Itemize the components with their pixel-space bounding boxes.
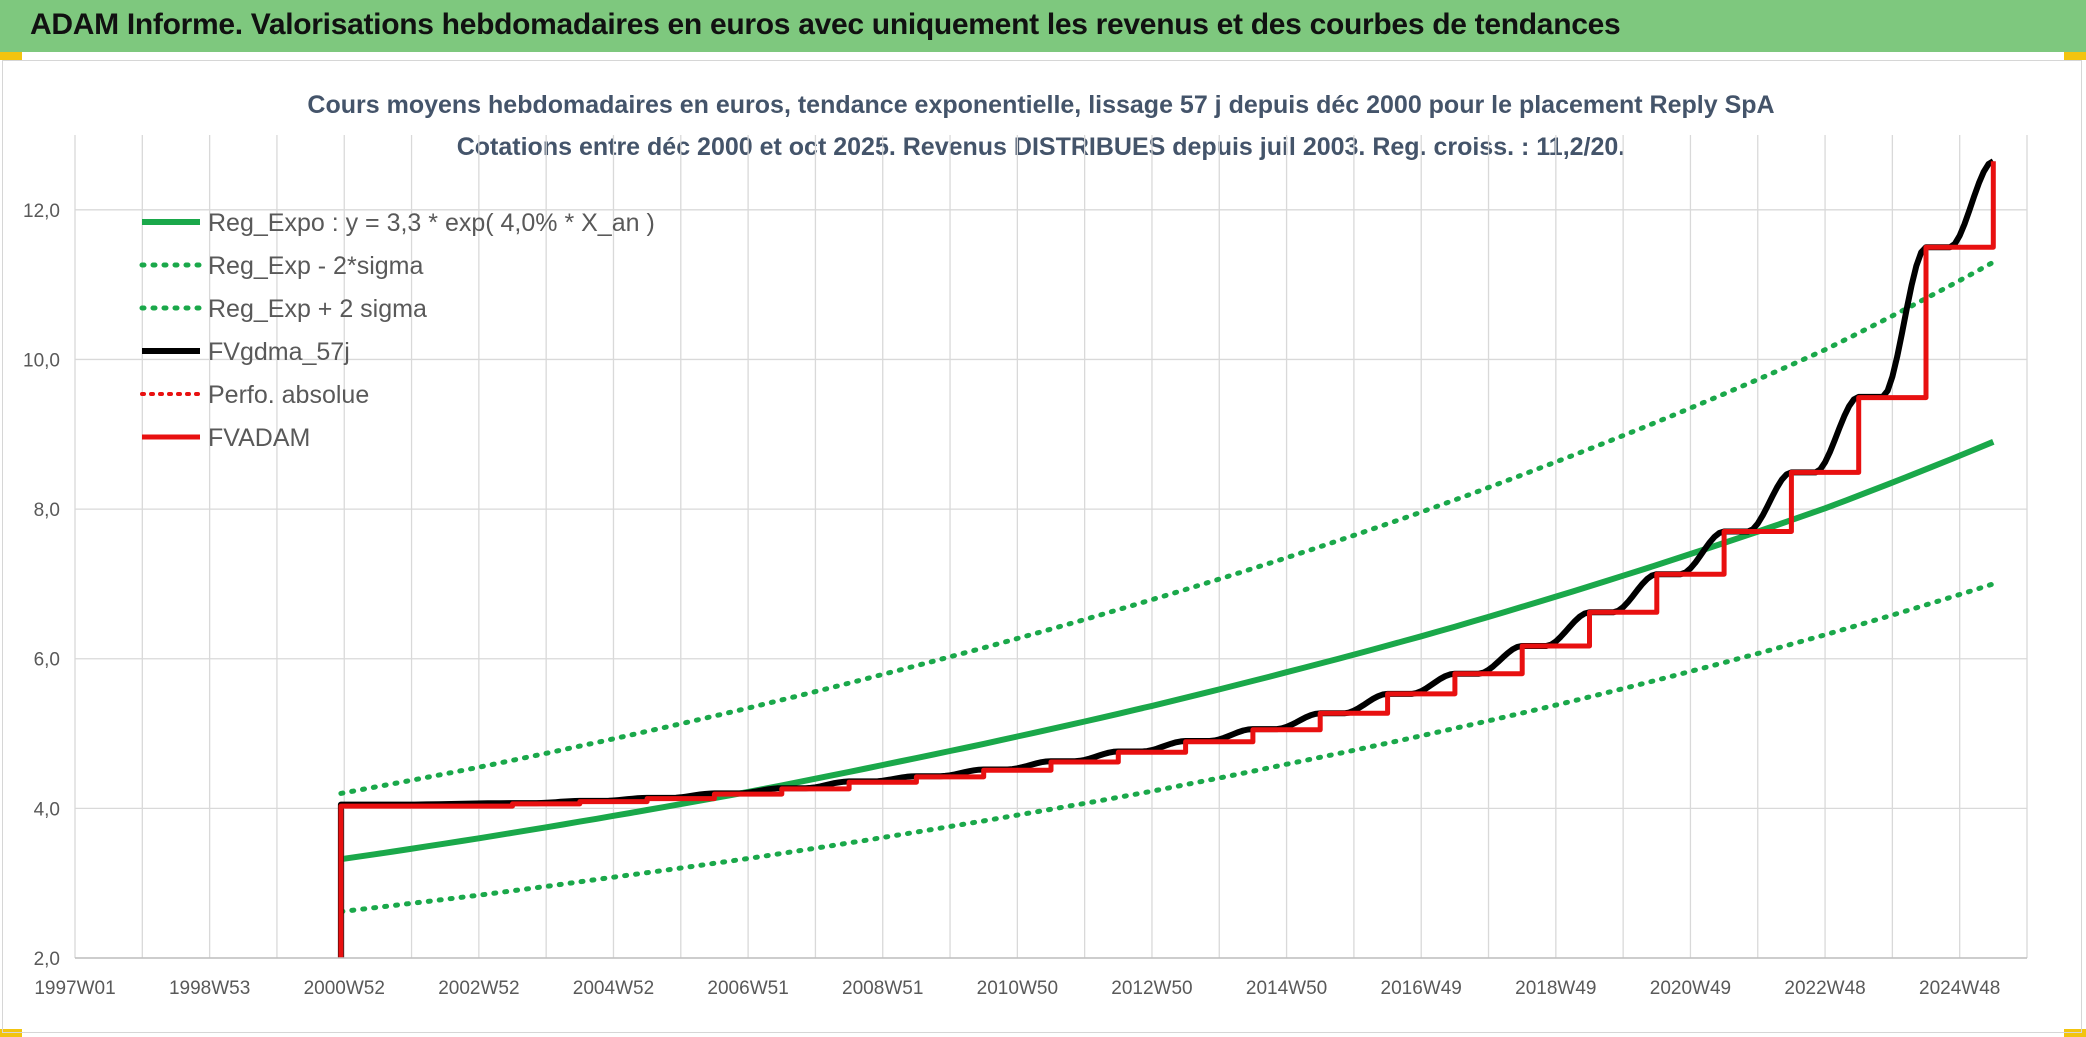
x-tick-label: 1998W53 (169, 978, 250, 999)
chart-frame (2, 60, 2082, 1033)
legend-label: Reg_Expo : y = 3,3 * exp( 4,0% * X_an ) (208, 209, 655, 237)
legend-label: Reg_Exp - 2*sigma (208, 252, 423, 280)
legend: Reg_Expo : y = 3,3 * exp( 4,0% * X_an ) R… (139, 209, 655, 452)
legend-label: FVgdma_57j (208, 338, 350, 366)
legend-label: Reg_Exp + 2 sigma (208, 295, 427, 323)
chart-title: Cours moyens hebdomadaires en euros, ten… (307, 91, 1774, 119)
series-line-4 (337, 158, 1995, 958)
x-tick-label: 2010W50 (977, 978, 1058, 999)
x-tick-label: 2008W51 (842, 978, 923, 999)
x-tick-label: 2012W50 (1111, 978, 1192, 999)
y-tick-label: 10,0 (23, 350, 60, 371)
x-tick-label: 2016W49 (1381, 978, 1462, 999)
x-tick-label: 2022W48 (1784, 978, 1865, 999)
corner-mark-top-right (2064, 52, 2086, 60)
y-tick-label: 8,0 (34, 500, 60, 521)
x-tick-label: 2020W49 (1650, 978, 1731, 999)
x-tick-label: 2014W50 (1246, 978, 1327, 999)
x-tick-label: 2002W52 (438, 978, 519, 999)
corner-mark-top-left (0, 52, 22, 60)
y-tick-label: 4,0 (34, 799, 60, 820)
x-tick-label: 2018W49 (1515, 978, 1596, 999)
x-tick-label: 2024W48 (1919, 978, 2000, 999)
legend-label: Perfo. absolue (208, 381, 369, 409)
chart-subtitle: Cotations entre déc 2000 et oct 2025. Re… (457, 133, 1626, 161)
x-tick-label: 2000W52 (304, 978, 385, 999)
x-tick-label: 1997W01 (34, 978, 115, 999)
y-tick-label: 6,0 (34, 650, 60, 671)
y-tick-label: 12,0 (23, 201, 60, 222)
corner-mark-bottom-right (2064, 1029, 2086, 1037)
series-line-3 (338, 259, 1996, 796)
series-line-6 (338, 161, 1996, 958)
header-banner: ADAM Informe. Valorisations hebdomadaire… (0, 0, 2086, 52)
series-line-2 (338, 581, 1996, 915)
legend-label: FVADAM (208, 424, 310, 452)
axes: 2,0 4,0 6,0 8,0 10,0 12,0 1997W01 1998W53 2000W5… (23, 201, 2027, 999)
series-layer (337, 158, 1996, 958)
x-tick-label: 2004W52 (573, 978, 654, 999)
corner-mark-bottom-left (0, 1029, 22, 1037)
series-line-1 (340, 439, 1995, 863)
y-tick-label: 2,0 (34, 949, 60, 970)
page-title: ADAM Informe. Valorisations hebdomadaire… (30, 8, 1621, 41)
x-tick-label: 2006W51 (707, 978, 788, 999)
